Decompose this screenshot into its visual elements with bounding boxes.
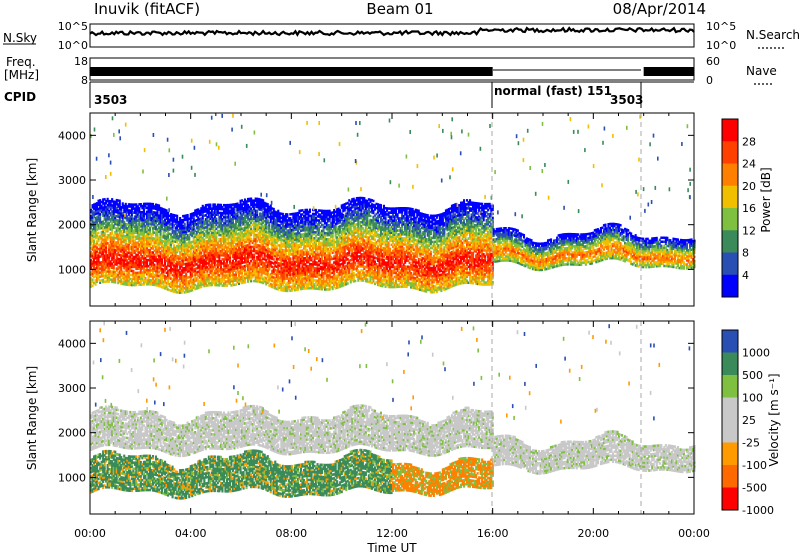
heatmap-cell [184, 223, 186, 226]
heatmap-cell [289, 257, 291, 260]
heatmap-cell [158, 204, 160, 207]
heatmap-cell [92, 285, 94, 288]
heatmap-cell [93, 240, 95, 243]
cpid-label: CPID [4, 90, 36, 104]
freq-bar [644, 67, 694, 76]
heatmap-cell [215, 218, 217, 221]
cpid-segment-1: 3503 [94, 93, 127, 107]
heatmap-cell [185, 273, 187, 276]
heatmap-cell [122, 202, 124, 205]
radar-figure: Inuvik (fitACF) Beam 01 08/Apr/2014 N.Sk… [0, 0, 800, 554]
heatmap-cell [273, 208, 275, 211]
cpid-segment-2: normal (fast) 151 [494, 84, 612, 98]
heatmap-cell [235, 283, 237, 286]
noise-search-label: N.Search [746, 28, 800, 42]
freq-left-tick-bottom: 8 [81, 74, 88, 87]
heatmap-cell [249, 262, 251, 265]
heatmap-cell [92, 279, 94, 282]
noise-sky-trace [90, 28, 694, 35]
heatmap-cell [99, 213, 101, 216]
heatmap-cell [309, 209, 311, 212]
heatmap-cell [98, 232, 100, 235]
heatmap-cell [119, 200, 121, 203]
heatmap-cell [153, 264, 155, 267]
freq-right-tick-top: 60 [706, 55, 720, 68]
heatmap-cell [176, 215, 178, 218]
noise-right-tick-bottom: 10^0 [706, 39, 736, 52]
heatmap-cell [267, 203, 269, 206]
heatmap-cell [286, 213, 288, 216]
heatmap-cell [125, 203, 127, 206]
heatmap-cell [282, 213, 284, 216]
cpid-segment-3: 3503 [610, 93, 643, 107]
heatmap-cell [187, 214, 189, 217]
heatmap-cell [111, 198, 113, 201]
heatmap-cell [209, 204, 211, 207]
cpid-panel: CPID 3503 normal (fast) 151 3503 [4, 82, 694, 108]
heatmap-cell [152, 203, 154, 206]
noise-left-tick-bottom: 10^0 [58, 39, 88, 52]
freq-label-2: [MHz] [4, 68, 39, 82]
heatmap-cell [167, 212, 169, 215]
heatmap-cell [173, 244, 175, 247]
nave-label: Nave [746, 64, 777, 78]
heatmap-cell [267, 219, 269, 222]
station-title: Inuvik (fitACF) [94, 0, 200, 18]
freq-bar [90, 67, 493, 76]
freq-left-tick-top: 18 [74, 55, 88, 68]
noise-panel: N.Sky 10^5 10^0 10^5 10^0 N.Search [3, 20, 800, 52]
noise-sky-label: N.Sky [3, 31, 37, 45]
noise-left-tick-top: 10^5 [58, 20, 88, 33]
heatmap-cell [277, 210, 279, 213]
heatmap-cell [262, 199, 264, 202]
freq-label-1: Freq. [6, 55, 36, 69]
freq-bars [90, 67, 694, 76]
heatmap-cell [166, 209, 168, 212]
heatmap-cell [270, 205, 272, 208]
date-title: 08/Apr/2014 [613, 0, 706, 18]
noise-right-tick-top: 10^5 [706, 20, 736, 33]
heatmap-cell [200, 252, 202, 255]
beam-title: Beam 01 [366, 0, 433, 18]
heatmap-cell [123, 221, 125, 224]
heatmap-cell [273, 258, 275, 261]
freq-right-tick-bottom: 0 [706, 74, 713, 87]
